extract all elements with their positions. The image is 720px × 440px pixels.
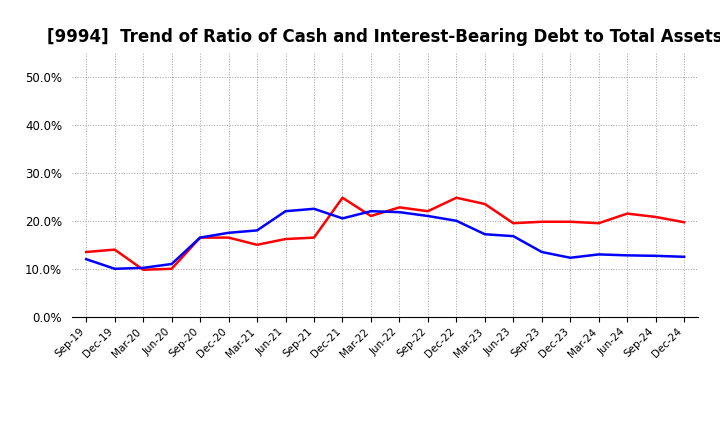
Cash [680, 220, 688, 225]
Cash [509, 220, 518, 226]
Interest-Bearing Debt [167, 261, 176, 267]
Cash [110, 247, 119, 252]
Interest-Bearing Debt [82, 257, 91, 262]
Interest-Bearing Debt [566, 255, 575, 260]
Cash [423, 209, 432, 214]
Interest-Bearing Debt [509, 234, 518, 239]
Interest-Bearing Debt [110, 266, 119, 271]
Interest-Bearing Debt [225, 230, 233, 235]
Interest-Bearing Debt [338, 216, 347, 221]
Interest-Bearing Debt [595, 252, 603, 257]
Cash [395, 205, 404, 210]
Interest-Bearing Debt [139, 265, 148, 271]
Interest-Bearing Debt [282, 209, 290, 214]
Cash [480, 202, 489, 207]
Title: [9994]  Trend of Ratio of Cash and Interest-Bearing Debt to Total Assets: [9994] Trend of Ratio of Cash and Intere… [48, 28, 720, 46]
Cash [452, 195, 461, 200]
Line: Interest-Bearing Debt: Interest-Bearing Debt [86, 209, 684, 269]
Line: Cash: Cash [86, 198, 684, 270]
Interest-Bearing Debt [395, 209, 404, 215]
Interest-Bearing Debt [480, 231, 489, 237]
Interest-Bearing Debt [196, 235, 204, 240]
Cash [537, 219, 546, 224]
Cash [282, 236, 290, 242]
Cash [623, 211, 631, 216]
Cash [225, 235, 233, 240]
Interest-Bearing Debt [623, 253, 631, 258]
Interest-Bearing Debt [452, 218, 461, 224]
Interest-Bearing Debt [537, 249, 546, 255]
Cash [310, 235, 318, 240]
Cash [338, 195, 347, 200]
Cash [196, 235, 204, 240]
Cash [595, 220, 603, 226]
Cash [566, 219, 575, 224]
Interest-Bearing Debt [680, 254, 688, 260]
Cash [139, 267, 148, 272]
Interest-Bearing Debt [310, 206, 318, 212]
Interest-Bearing Debt [652, 253, 660, 258]
Cash [366, 213, 375, 219]
Interest-Bearing Debt [423, 213, 432, 219]
Cash [167, 266, 176, 271]
Interest-Bearing Debt [253, 228, 261, 233]
Cash [253, 242, 261, 247]
Cash [82, 249, 91, 255]
Interest-Bearing Debt [366, 209, 375, 214]
Cash [652, 214, 660, 220]
